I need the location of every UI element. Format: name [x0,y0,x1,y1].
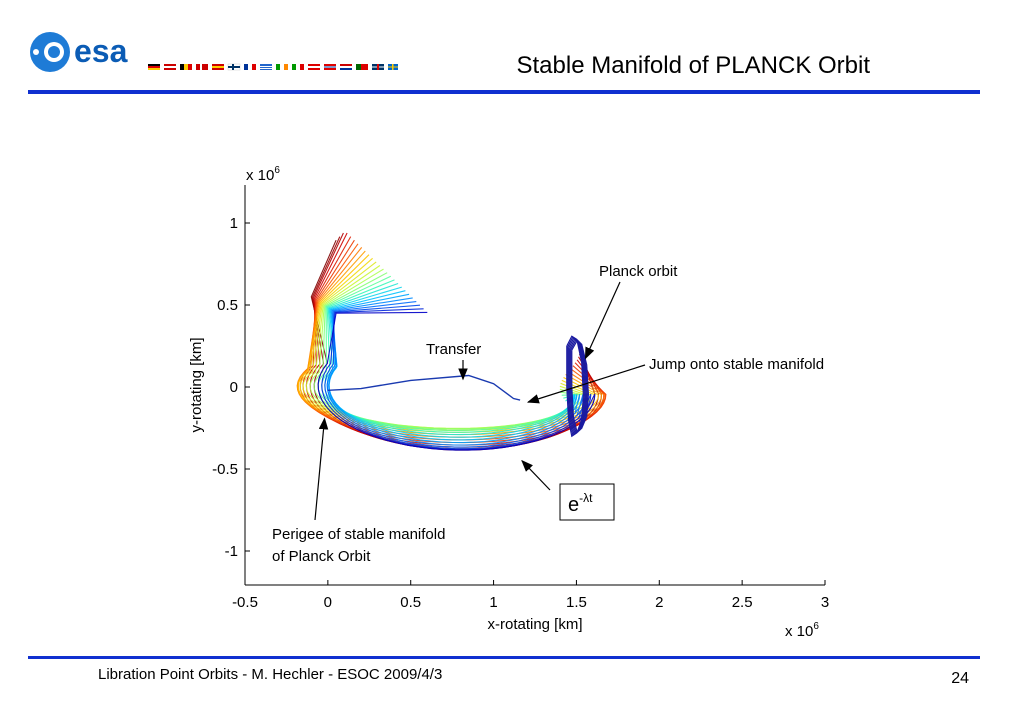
y-tick-label: -0.5 [212,461,238,478]
transfer-line [327,374,521,401]
member-flags [148,63,416,71]
footer-divider [28,656,980,659]
transfer-label: Transfer [426,341,481,358]
perigee-label: Perigee of stable manifold [272,526,445,543]
y-tick-label: 1 [230,215,238,232]
planck-orbit-line [571,340,590,433]
x-tick-label: 0 [324,594,332,611]
footer-text: Libration Point Orbits - M. Hechler - ES… [98,666,443,683]
y-tick-label: -1 [225,543,238,560]
plot-background [245,185,825,585]
x-tick-label: 3 [821,594,829,611]
slide-title: Stable Manifold of PLANCK Orbit [516,52,871,79]
x-tick-label: 2 [655,594,663,611]
y-axis-label: y-rotating [km] [188,337,205,432]
x-tick-label: 0.5 [400,594,421,611]
perigee-arrow [314,417,329,521]
x-tick-label: -0.5 [232,594,258,611]
x-multiplier: x 106 [785,621,819,640]
curves [296,232,607,451]
manifold-trajectory [309,268,584,429]
decay-exponent: -λt [579,491,593,505]
y-tick-label: 0 [230,379,238,396]
planck-orbit-label: Planck orbit [599,263,678,280]
y-tick-label: 0.5 [217,297,238,314]
y-multiplier: x 106 [246,165,280,184]
x-multiplier-exponent: 6 [813,621,819,632]
x-tick-label: 2.5 [732,594,753,611]
jump-label: Jump onto stable manifold [649,356,824,373]
axes: -0.5 0 0.5 1 1.5 2 2.5 3 1 0.5 0 -0.5 -1 x-rotating [… [188,165,829,640]
page-number: 24 [951,670,969,687]
decay-arrow [521,459,551,491]
decay-box [559,483,615,521]
title-divider [28,90,980,94]
plot-area [245,185,825,585]
annotations: Planck orbit Transfer Jump onto stable man… [272,263,824,565]
planck-orbit-arrow [584,281,621,360]
x-tick-label: 1.5 [566,594,587,611]
y-multiplier-exponent: 6 [274,165,280,176]
esa-logo-text: esa [74,33,128,69]
perigee-label-line2: of Planck Orbit [272,548,371,565]
x-axis-label: x-rotating [km] [487,616,582,633]
manifold-trajectory [326,301,584,448]
x-tick-label: 1 [489,594,497,611]
jump-arrow [526,364,646,404]
esa-logo: esa [28,30,416,85]
